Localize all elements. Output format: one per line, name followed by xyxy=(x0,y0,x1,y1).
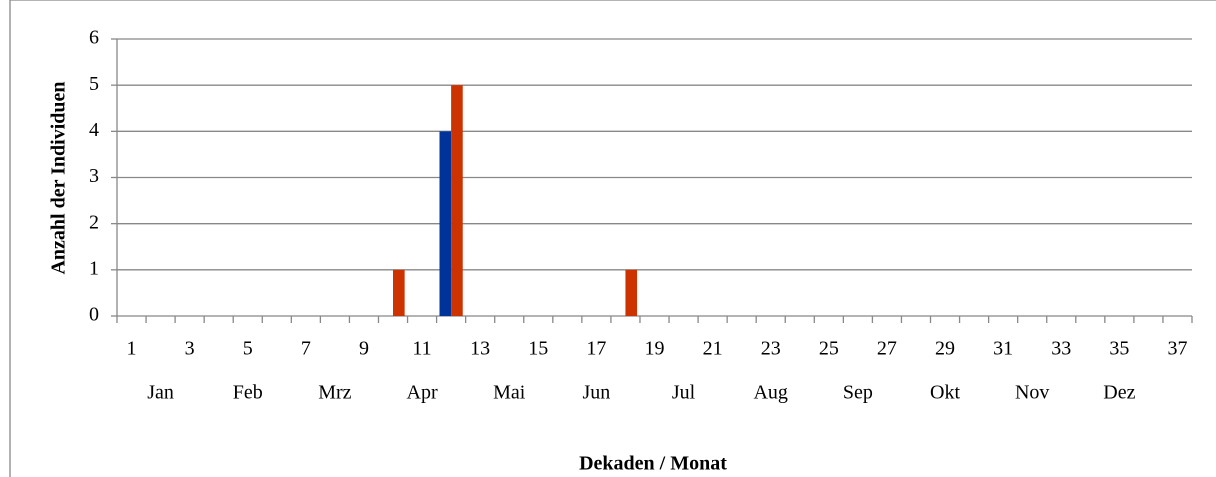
bar xyxy=(451,85,463,317)
month-label: Jul xyxy=(672,382,696,404)
x-tick-label: 21 xyxy=(703,338,723,360)
month-label: Apr xyxy=(407,382,438,404)
x-tick-label: 9 xyxy=(359,338,369,360)
month-label: Mrz xyxy=(318,382,351,404)
x-tick-label: 31 xyxy=(993,338,1013,360)
x-tick-label: 1 xyxy=(127,338,137,360)
y-tick-label: 2 xyxy=(89,211,99,233)
bar xyxy=(625,269,638,316)
x-tick-label: 7 xyxy=(301,338,311,360)
y-tick-label: 5 xyxy=(89,73,99,95)
y-axis-label: Anzahl der Individuen xyxy=(48,81,70,274)
month-label: Feb xyxy=(233,382,263,404)
month-label: Aug xyxy=(753,382,787,404)
x-tick-label: 5 xyxy=(243,338,253,360)
month-label: Jun xyxy=(582,382,610,404)
x-tick-label: 15 xyxy=(528,338,548,360)
x-tick-label: 25 xyxy=(819,338,839,360)
month-label: Nov xyxy=(1015,382,1049,404)
x-tick-label: 33 xyxy=(1051,338,1071,360)
month-label: Jan xyxy=(147,382,174,404)
month-label: Okt xyxy=(930,382,960,404)
x-tick-label: 29 xyxy=(935,338,955,360)
x-tick-label: 11 xyxy=(412,338,431,360)
x-tick-label: 13 xyxy=(470,338,490,360)
month-label: Mai xyxy=(493,382,526,404)
bar xyxy=(439,131,452,316)
y-tick-label: 0 xyxy=(89,304,99,326)
month-label: Sep xyxy=(843,382,873,404)
x-tick-label: 37 xyxy=(1167,338,1187,360)
x-tick-label: 3 xyxy=(185,338,195,360)
y-tick-label: 6 xyxy=(89,27,99,49)
x-tick-label: 35 xyxy=(1109,338,1129,360)
x-tick-label: 23 xyxy=(761,338,781,360)
x-axis-label: Dekaden / Monat xyxy=(579,453,727,475)
bar xyxy=(393,269,405,316)
month-label: Dez xyxy=(1103,382,1135,404)
x-tick-label: 17 xyxy=(586,338,606,360)
x-tick-label: 27 xyxy=(877,338,897,360)
y-tick-label: 1 xyxy=(89,257,99,279)
y-tick-label: 3 xyxy=(89,165,99,187)
y-tick-label: 4 xyxy=(89,119,99,141)
x-tick-label: 19 xyxy=(645,338,665,360)
